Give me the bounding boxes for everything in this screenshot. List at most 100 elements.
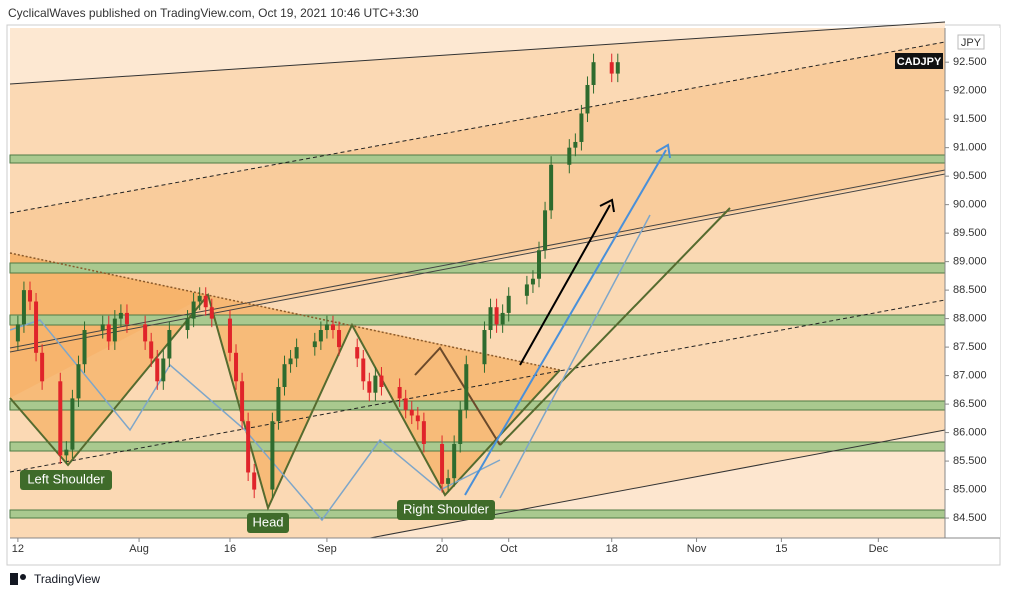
candle-body [567,147,572,165]
candle-body [197,295,202,302]
y-tick-label: 90.000 [953,199,987,211]
y-tick-label: 91.500 [953,113,987,125]
candle-body [464,364,469,410]
candle-body [167,330,172,359]
x-tick-label: Nov [687,543,707,555]
candle-body [64,449,69,456]
y-tick-label: 89.000 [953,256,987,268]
candle-body [155,358,160,382]
candle-body [70,398,75,450]
candle-body [112,318,117,342]
candle-body [500,312,505,325]
candle-body [324,324,329,331]
candle-body [15,324,20,342]
y-tick-label: 91.000 [953,142,987,154]
x-tick-label: Oct [500,543,517,555]
candle-body [330,324,335,331]
candle-body [579,113,584,142]
price-axis [945,28,1000,538]
y-tick-label: 88.000 [953,313,987,325]
x-tick-label: 16 [224,543,236,555]
candle-body [458,409,463,444]
candle-body [191,301,196,319]
y-tick-label: 88.500 [953,284,987,296]
candle-body [270,421,275,490]
candle-body [494,307,499,325]
candle-body [421,421,426,444]
x-tick-label: 15 [775,543,787,555]
candle-body [234,352,239,382]
arrow [464,149,667,496]
logo-mark [10,573,18,585]
y-tick-label: 86.000 [953,426,987,438]
pattern-line [499,207,731,446]
candle-body [106,324,111,342]
y-tick-label: 92.000 [953,85,987,97]
candle-body [185,318,190,331]
y-tick-label: 87.500 [953,341,987,353]
y-tick-label: 86.500 [953,398,987,410]
zone [9,314,946,326]
candle-body [282,364,287,387]
candle-body [446,478,451,484]
candle-body [379,375,384,387]
candle-body [312,341,317,348]
candle-body [27,290,32,302]
candle-body [58,381,63,456]
candle-body [76,364,81,399]
arrow [519,204,611,366]
candle-body [124,312,129,325]
candle-body [397,386,402,399]
y-tick-label: 89.500 [953,227,987,239]
candle-body [246,421,251,473]
candle-body [240,381,245,422]
candle-body [209,307,214,319]
candle-body [355,347,360,359]
symbol-box [895,53,943,69]
candle-body [294,347,299,359]
candle-body [440,443,445,484]
x-tick-label: 20 [436,543,448,555]
candle-body [361,358,366,382]
arrow-head [599,198,615,213]
pattern-line [9,292,561,511]
candle-body [585,84,590,114]
currency: JPY [961,37,982,49]
candle-body [337,330,342,348]
candle-body [591,62,596,85]
label: Head [252,514,283,529]
candle-body [543,210,548,251]
candle-body [161,358,166,382]
logo-mark [20,574,26,580]
zone [9,154,946,164]
footer: TradingView [34,572,100,586]
x-tick-label: Dec [869,543,889,555]
y-tick-label: 92.500 [953,56,987,68]
trend-line [9,299,946,473]
y-tick-label: 85.000 [953,483,987,495]
candle-body [367,381,372,393]
x-tick-label: Sep [317,543,337,555]
trend-line [9,21,946,85]
projection-line [9,319,501,522]
candle-body [34,301,39,353]
candle-body [40,352,45,382]
candle-body [203,295,208,308]
label-box [247,513,289,533]
label: Left Shoulder [27,471,105,486]
y-tick-label: 85.500 [953,455,987,467]
trend-line [9,173,946,353]
candle-body [143,324,148,342]
trend-line [9,169,946,349]
drawings [9,21,946,539]
label-box [20,470,112,490]
x-tick-label: 18 [606,543,618,555]
candle-body [288,358,293,365]
currency-box [957,34,985,50]
symbol: CADJPY [897,56,942,68]
candle-body [482,330,487,365]
x-tick-label: Aug [129,543,149,555]
candle-body [227,318,232,353]
label-box [397,500,495,520]
